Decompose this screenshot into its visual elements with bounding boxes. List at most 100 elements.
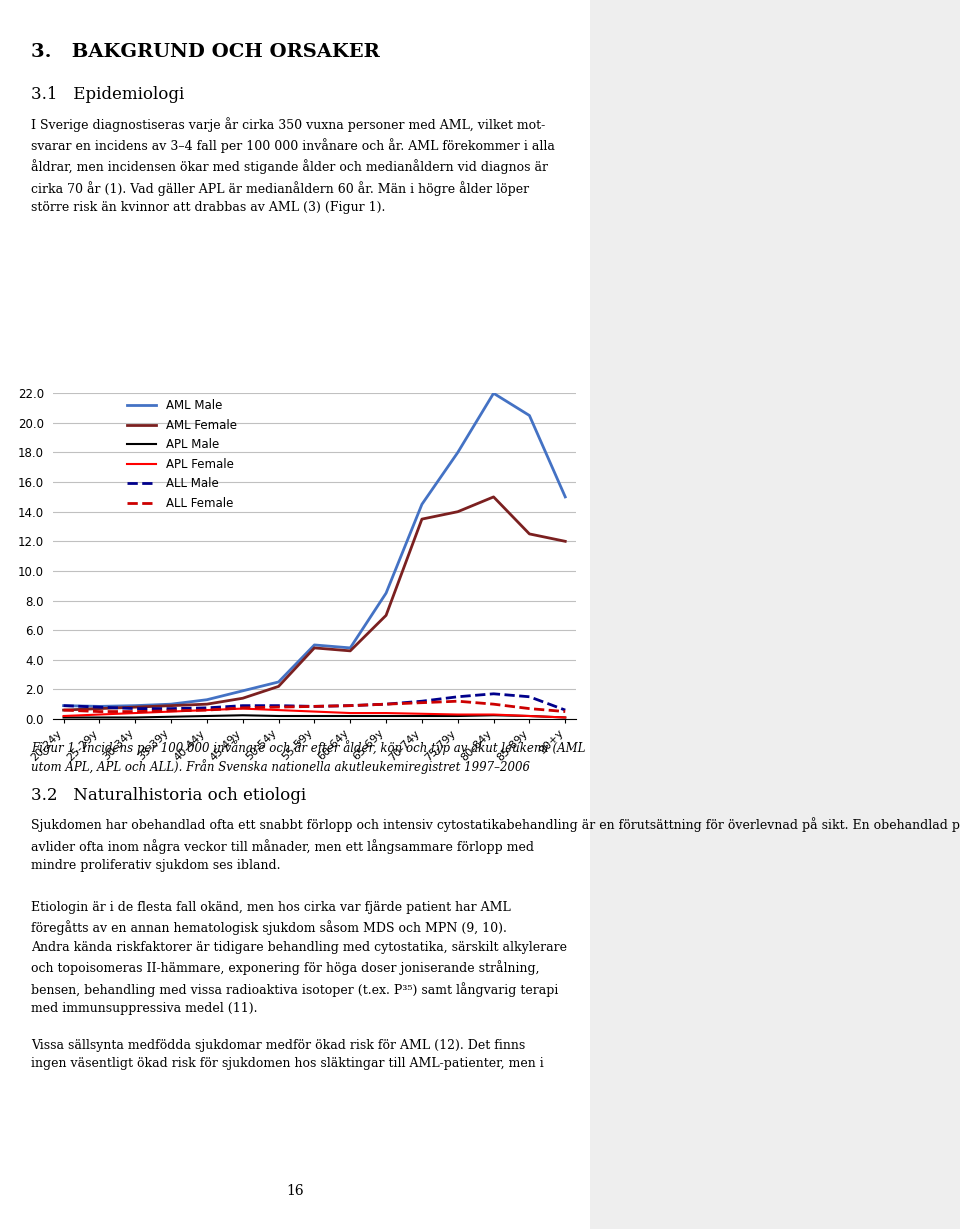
ALL Female: [380, 697, 392, 712]
APL Female: [165, 704, 177, 719]
APL Male: [416, 709, 427, 724]
APL Male: [94, 710, 106, 725]
AML Female: [58, 703, 69, 718]
APL Male: [345, 709, 356, 724]
Text: 3.   BAKGRUND OCH ORSAKER: 3. BAKGRUND OCH ORSAKER: [31, 43, 379, 61]
Line: AML Male: AML Male: [63, 393, 565, 707]
AML Male: [560, 489, 571, 504]
AML Male: [416, 497, 427, 511]
ALL Female: [452, 694, 464, 709]
APL Male: [273, 709, 284, 724]
APL Male: [309, 709, 321, 724]
AML Male: [273, 675, 284, 689]
AML Female: [309, 640, 321, 655]
ALL Female: [58, 703, 69, 718]
APL Male: [488, 708, 499, 723]
ALL Male: [380, 697, 392, 712]
ALL Male: [58, 698, 69, 713]
APL Female: [130, 705, 141, 720]
APL Female: [273, 703, 284, 718]
AML Female: [345, 644, 356, 659]
APL Male: [560, 710, 571, 725]
ALL Female: [488, 697, 499, 712]
ALL Female: [202, 703, 213, 718]
AML Male: [202, 692, 213, 707]
APL Female: [488, 707, 499, 721]
APL Male: [237, 708, 249, 723]
AML Female: [237, 691, 249, 705]
ALL Female: [130, 704, 141, 719]
ALL Male: [130, 702, 141, 717]
Text: 16: 16: [286, 1185, 304, 1198]
AML Female: [488, 489, 499, 504]
AML Male: [380, 586, 392, 601]
AML Male: [345, 640, 356, 655]
ALL Male: [237, 698, 249, 713]
AML Female: [560, 533, 571, 548]
Text: Sjukdomen har obehandlad ofta ett snabbt förlopp och intensiv cytostatikabehandl: Sjukdomen har obehandlad ofta ett snabbt…: [31, 817, 960, 873]
AML Female: [380, 608, 392, 623]
ALL Male: [523, 689, 535, 704]
AML Female: [416, 511, 427, 526]
ALL Female: [309, 699, 321, 714]
ALL Male: [165, 702, 177, 717]
Text: 3.2   Naturalhistoria och etiologi: 3.2 Naturalhistoria och etiologi: [31, 787, 306, 804]
Line: AML Female: AML Female: [63, 497, 565, 710]
ALL Female: [523, 702, 535, 717]
APL Female: [58, 709, 69, 724]
APL Female: [416, 707, 427, 721]
APL Male: [130, 710, 141, 725]
Legend: AML Male, AML Female, APL Male, APL Female, ALL Male, ALL Female: AML Male, AML Female, APL Male, APL Fema…: [127, 399, 237, 510]
Line: ALL Female: ALL Female: [63, 702, 565, 712]
APL Female: [345, 705, 356, 720]
ALL Male: [452, 689, 464, 704]
APL Female: [309, 704, 321, 719]
AML Male: [94, 699, 106, 714]
APL Male: [452, 709, 464, 724]
ALL Female: [165, 703, 177, 718]
APL Male: [380, 709, 392, 724]
ALL Female: [273, 699, 284, 714]
Line: APL Male: APL Male: [63, 715, 565, 718]
AML Male: [130, 698, 141, 713]
AML Female: [202, 697, 213, 712]
APL Male: [202, 709, 213, 724]
AML Male: [58, 698, 69, 713]
AML Female: [523, 526, 535, 541]
APL Female: [560, 710, 571, 725]
AML Male: [488, 386, 499, 401]
ALL Male: [94, 699, 106, 714]
AML Female: [452, 504, 464, 519]
AML Male: [309, 638, 321, 653]
AML Male: [237, 683, 249, 698]
AML Female: [130, 699, 141, 714]
ALL Female: [237, 701, 249, 715]
APL Male: [58, 710, 69, 725]
APL Female: [452, 707, 464, 721]
AML Female: [165, 698, 177, 713]
ALL Female: [560, 704, 571, 719]
APL Female: [237, 702, 249, 717]
AML Male: [452, 445, 464, 460]
AML Male: [523, 408, 535, 423]
ALL Male: [488, 687, 499, 702]
ALL Male: [345, 698, 356, 713]
ALL Male: [560, 703, 571, 718]
Line: APL Female: APL Female: [63, 709, 565, 718]
Text: 3.1   Epidemiologi: 3.1 Epidemiologi: [31, 86, 184, 103]
APL Female: [523, 709, 535, 724]
AML Male: [165, 697, 177, 712]
ALL Female: [416, 696, 427, 710]
Text: Etiologin är i de flesta fall okänd, men hos cirka var fjärde patient har AML
fö: Etiologin är i de flesta fall okänd, men…: [31, 901, 566, 1015]
AML Female: [94, 702, 106, 717]
APL Male: [165, 709, 177, 724]
AML Female: [273, 678, 284, 693]
ALL Male: [416, 694, 427, 709]
ALL Male: [273, 698, 284, 713]
Text: Figur 1. Incidens per 100 000 invånare och år efter ålder, kön och typ av akut l: Figur 1. Incidens per 100 000 invånare o…: [31, 740, 585, 774]
ALL Female: [345, 698, 356, 713]
APL Female: [380, 705, 392, 720]
Line: ALL Male: ALL Male: [63, 694, 565, 710]
Text: Vissa sällsynta medfödda sjukdomar medför ökad risk för AML (12). Det finns
inge: Vissa sällsynta medfödda sjukdomar medfö…: [31, 1039, 543, 1070]
ALL Male: [309, 699, 321, 714]
